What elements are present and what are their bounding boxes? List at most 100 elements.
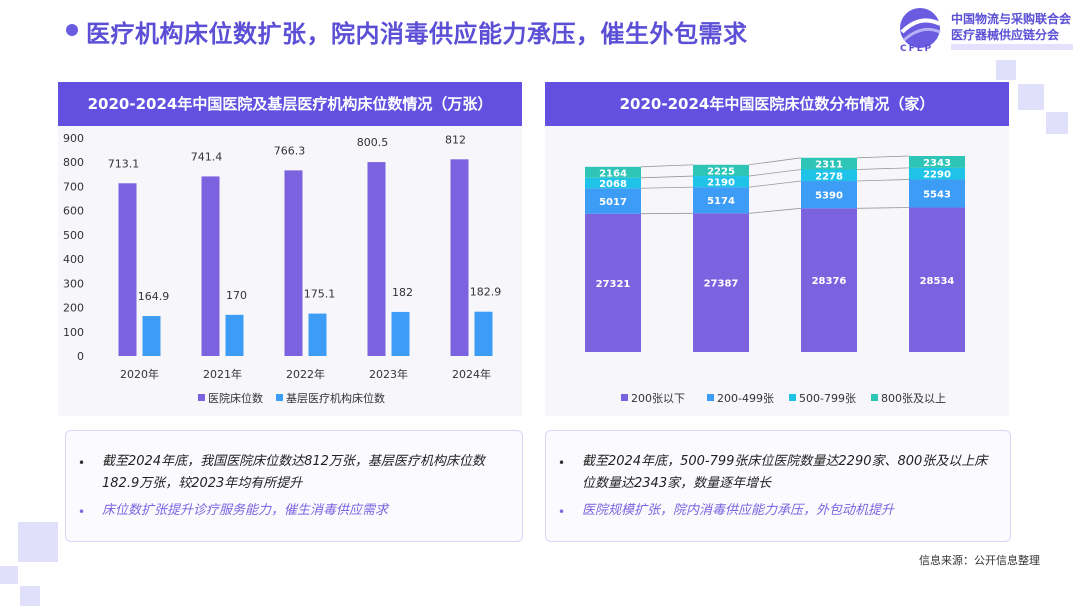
legend-label: 医院床位数: [208, 391, 263, 405]
segment-label: 5543: [923, 189, 951, 200]
legend-swatch: [871, 394, 878, 401]
stacked-segment: [585, 213, 641, 352]
connector-line: [856, 155, 910, 159]
y-tick-label: 300: [63, 277, 84, 290]
legend-swatch: [789, 394, 796, 401]
y-tick-label: 0: [77, 350, 84, 363]
bar: [225, 314, 244, 356]
data-label: 812: [445, 133, 466, 146]
connector-line: [856, 179, 910, 182]
stacked-segment: [801, 157, 857, 170]
segment-label: 28376: [812, 276, 847, 287]
legend-swatch: [198, 394, 205, 401]
bar: [201, 176, 220, 356]
source-note: 信息来源：公开信息整理: [919, 554, 1040, 567]
stacked-segment: [585, 166, 641, 178]
right-notes: • 截至2024年底，500-799张床位医院数量达2290家、800张及以上床…: [545, 430, 1011, 542]
decor-square: [1018, 84, 1044, 110]
segment-label: 28534: [920, 276, 955, 287]
right-chart-body: 27321 5017 2068 2164 27387 5174 2190 2225 28376 5…: [545, 126, 1009, 416]
stacked-segment: [693, 213, 749, 352]
decor-square: [0, 566, 18, 584]
left-notes: • 截至2024年底，我国医院床位数达812万张，基层医疗机构床位数182.9万…: [65, 430, 523, 542]
hospital-beds-chart: 0 100 200 300 400 500 600 700 800 900 2020年 713.1 16…: [63, 132, 502, 405]
data-label: 766.3: [274, 144, 306, 157]
legend-label: 200-499张: [717, 392, 774, 405]
segment-label: 2343: [923, 158, 951, 169]
right-chart-header: 2020-2024年中国医院床位数分布情况（家）: [545, 82, 1009, 126]
segment-label: 27387: [704, 279, 739, 290]
logo-line1: 中国物流与采购联合会: [951, 12, 1072, 26]
data-label: 182.9: [470, 286, 502, 299]
stacked-segment: [909, 179, 965, 208]
y-tick-label: 200: [63, 302, 84, 315]
legend-label: 800张及以上: [881, 392, 946, 405]
bullet-icon: •: [78, 456, 86, 470]
segment-label: 5390: [815, 191, 843, 202]
legend-label: 基层医疗机构床位数: [286, 391, 385, 405]
legend-swatch: [276, 394, 283, 401]
bullet-icon: •: [78, 505, 86, 519]
y-tick-label: 600: [63, 205, 84, 218]
y-tick-label: 100: [63, 326, 84, 339]
right-note-1: 截至2024年底，500-799张床位医院数量达2290家、800张及以上床位数…: [582, 454, 988, 491]
stacked-segment: [909, 207, 965, 352]
segment-label: 2278: [815, 171, 843, 182]
stacked-segment: [801, 181, 857, 209]
x-tick-label: 2024年: [452, 367, 491, 381]
segment-label: 27321: [596, 279, 631, 290]
x-tick-label: 2023年: [369, 367, 408, 381]
x-tick-label: 2022年: [286, 367, 325, 381]
legend-swatch: [707, 394, 714, 401]
connector-line: [856, 207, 910, 209]
y-tick-label: 800: [63, 156, 84, 169]
x-tick-label: 2020年: [120, 367, 159, 381]
data-label: 800.5: [357, 136, 389, 149]
connector-line: [748, 180, 802, 188]
cflp-logo-icon: [900, 8, 941, 48]
title-bullet-icon: [66, 24, 78, 36]
data-label: 713.1: [108, 157, 140, 170]
stacked-segment: [693, 187, 749, 214]
stacked-segment: [909, 167, 965, 180]
connector-line: [748, 169, 802, 177]
bar: [474, 311, 493, 356]
segment-label: 5017: [599, 197, 627, 208]
logo-line2: 医疗器械供应链分会: [951, 28, 1060, 42]
stacked-segment: [801, 169, 857, 182]
decor-square: [996, 60, 1016, 80]
stacked-segment: [693, 164, 749, 177]
segment-label: 2290: [923, 170, 951, 181]
right-note-2: 医院规模扩张，院内消毒供应能力承压，外包动机提升: [582, 503, 895, 518]
data-label: 182: [392, 286, 413, 299]
connector-line: [640, 175, 694, 179]
left-chart-header: 2020-2024年中国医院及基层医疗机构床位数情况（万张）: [58, 82, 522, 126]
bar: [284, 170, 303, 356]
bullet-icon: •: [558, 456, 566, 470]
bar: [367, 162, 386, 356]
bar: [142, 316, 161, 356]
bar: [308, 313, 327, 356]
decor-square: [1046, 112, 1068, 134]
decor-square: [18, 522, 58, 562]
connector-line: [748, 157, 802, 166]
segment-label: 2068: [599, 179, 627, 190]
bar: [118, 183, 137, 356]
connector-line: [640, 186, 694, 189]
connector-line: [856, 167, 910, 170]
left-chart-body: 0 100 200 300 400 500 600 700 800 900 2020年 713.1 16…: [58, 126, 522, 416]
stacked-segment: [585, 177, 641, 189]
connector-line: [640, 164, 694, 168]
data-label: 741.4: [191, 150, 223, 163]
page-title: 医疗机构床位数扩张，院内消毒供应能力承压，催生外包需求: [86, 20, 748, 48]
segment-label: 2164: [599, 168, 627, 179]
stacked-segment: [801, 208, 857, 352]
segment-label: 2190: [707, 178, 735, 189]
connector-line: [748, 207, 802, 214]
bar: [450, 159, 469, 356]
left-note-2: 床位数扩张提升诊疗服务能力，催生消毒供应需求: [102, 503, 389, 518]
stacked-segment: [693, 176, 749, 188]
segment-label: 2225: [707, 166, 735, 177]
y-tick-label: 500: [63, 229, 84, 242]
